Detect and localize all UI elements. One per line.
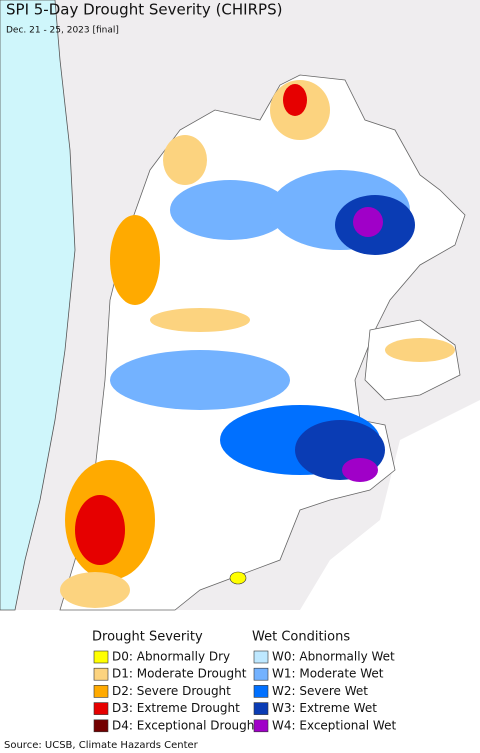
legend-swatch xyxy=(253,685,269,698)
drought-area xyxy=(110,215,160,305)
drought-area xyxy=(283,84,307,116)
legend-swatch xyxy=(253,719,269,733)
legend-label: W3: Extreme Wet xyxy=(272,701,377,715)
legend-label: D0: Abnormally Dry xyxy=(112,650,230,664)
drought-area xyxy=(75,495,125,565)
drought-area xyxy=(60,572,130,608)
legend-label: W4: Exceptional Wet xyxy=(272,718,396,732)
map xyxy=(0,0,480,611)
legend-swatch xyxy=(253,650,269,664)
legend-label: W1: Moderate Wet xyxy=(272,667,384,681)
source: Source: UCSB, Climate Hazards Center xyxy=(4,740,199,751)
legend: Drought Severity Wet Conditions D0: Abno… xyxy=(92,630,396,733)
pacific-ocean xyxy=(0,0,76,611)
legend-label: D4: Exceptional Drought xyxy=(112,718,259,732)
legend-label: W0: Abnormally Wet xyxy=(272,650,395,664)
legend-swatch xyxy=(253,702,269,715)
legend-label: D2: Severe Drought xyxy=(112,684,231,698)
drought-area xyxy=(163,135,207,185)
wet-area xyxy=(342,458,378,482)
legend-label: D1: Moderate Drought xyxy=(112,667,247,681)
legend-label: W2: Severe Wet xyxy=(272,684,368,698)
title: SPI 5-Day Drought Severity (CHIRPS) xyxy=(6,1,282,19)
legend-label: D3: Extreme Drought xyxy=(112,701,240,715)
drought-area xyxy=(150,308,250,332)
legend-swatch xyxy=(93,667,109,681)
wet-area xyxy=(110,350,290,410)
legend-swatch xyxy=(93,650,109,664)
legend-swatch xyxy=(93,719,109,733)
atlantic-ocean xyxy=(300,400,480,610)
subtitle: Dec. 21 - 25, 2023 [final] xyxy=(6,26,119,36)
drought-area xyxy=(385,338,455,362)
drought-area xyxy=(229,571,247,585)
legend-title: Wet Conditions xyxy=(252,630,350,645)
wet-area xyxy=(170,180,290,240)
legend-title: Drought Severity xyxy=(92,630,203,645)
legend-swatch xyxy=(93,685,109,698)
legend-swatch xyxy=(93,702,109,715)
wet-area xyxy=(353,207,383,237)
legend-swatch xyxy=(253,667,269,681)
